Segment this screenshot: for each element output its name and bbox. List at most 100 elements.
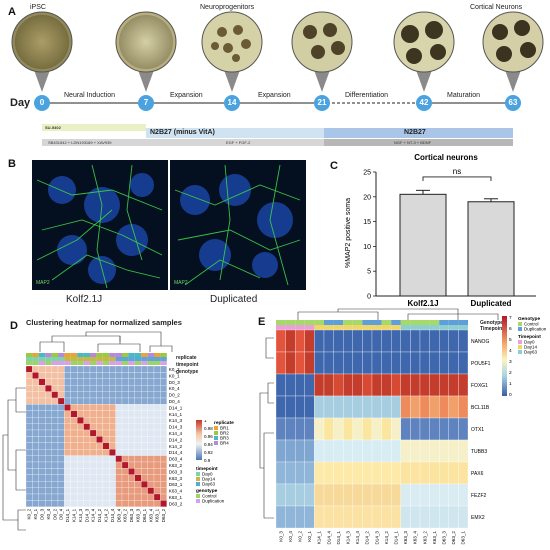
track-genotype (32, 361, 39, 365)
heatmap-d-cell (83, 417, 91, 424)
col-label: D14_2 (97, 508, 102, 522)
heatmap-d-cell (38, 365, 46, 373)
track-replicate (26, 353, 33, 357)
heatmap-e-cell (429, 417, 440, 441)
heatmap-d-cell (38, 442, 46, 450)
y-tick-label: 20 (363, 194, 371, 201)
col-label: K0_4 (46, 508, 51, 519)
heatmap-d-cell (153, 372, 161, 379)
heatmap-d-cell (153, 365, 161, 373)
heatmap-e-cell (343, 351, 353, 375)
heatmap-e-cell (275, 505, 286, 529)
heatmap-d-cell (83, 372, 91, 379)
heatmap-d-cell (51, 410, 59, 418)
row-label: K63_4 (169, 489, 183, 494)
heatmap-d-cell (57, 385, 65, 392)
heatmap-d-cell (147, 391, 155, 399)
timepoint-dot-21 (314, 95, 330, 111)
heatmap-e-cell (458, 439, 469, 463)
heatmap-d-cell (83, 455, 91, 463)
heatmap-d-cell (102, 423, 110, 431)
heatmap-e-cell (275, 329, 286, 353)
heatmap-d-cell (57, 391, 65, 399)
heatmap-d-cell (25, 429, 33, 437)
track-replicate (83, 353, 90, 357)
heatmap-d-cell (32, 391, 39, 399)
heatmap-d-cell (128, 493, 135, 501)
heatmap-d-cell (51, 474, 59, 482)
heatmap-d-cell (57, 423, 65, 431)
legend-swatch (196, 477, 200, 481)
heatmap-d-cell (25, 487, 33, 495)
track-genotype-e (391, 320, 401, 325)
col-label: D0_3 (40, 508, 45, 519)
heatmap-e-cell (323, 505, 334, 529)
track-genotype-e (439, 320, 449, 325)
heatmap-d-cell (121, 487, 129, 495)
heatmap-e-cell (391, 461, 401, 485)
heatmap-d-cell (134, 404, 142, 411)
legend-title: timepoint (196, 466, 218, 472)
heatmap-d-cell (134, 455, 142, 463)
track-timepoint (102, 357, 110, 361)
row-label: K14_3 (169, 418, 183, 423)
heatmap-d-cell (141, 429, 148, 437)
heatmap-e-cell (314, 329, 325, 353)
map2-stain-label-2: MAP2 (174, 280, 188, 286)
heatmap-d-cell (38, 449, 46, 456)
heatmap-e-cell (285, 483, 296, 507)
heatmap-e-cell (295, 483, 305, 507)
heatmap-e-cell (352, 395, 363, 419)
phase-neural-induction: Neural Induction (64, 92, 115, 99)
heatmap-d-cell (147, 385, 155, 392)
heatmap-d-cell (64, 378, 71, 386)
legend-title: genotype (196, 488, 218, 494)
track-timepoint (134, 357, 142, 361)
heatmap-e-cell (391, 395, 401, 419)
legend-swatch (214, 436, 218, 440)
heatmap-e-cell (400, 417, 411, 441)
track-genotype (109, 361, 116, 365)
heatmap-e-cell (304, 329, 315, 353)
heatmap-e-cell (371, 461, 382, 485)
heatmap-e-cell (391, 439, 401, 463)
heatmap-e-cell (314, 417, 325, 441)
heatmap-e-cell (458, 351, 469, 375)
heatmap-d-cell (102, 417, 110, 424)
heatmap-d-cell (102, 493, 110, 501)
heatmap-d-cell (96, 500, 103, 507)
timepoint-dot-63 (505, 95, 521, 111)
track-genotype (64, 361, 71, 365)
heatmap-d-cell (57, 417, 65, 424)
heatmap-d-cell (89, 397, 97, 405)
col-label: K14_2 (104, 508, 109, 522)
day-21: 21 (317, 98, 327, 107)
heatmap-d-cell (115, 436, 123, 443)
heatmap-d-cell (70, 455, 78, 463)
heatmap-e-cell (275, 417, 286, 441)
heatmap-e-cell (391, 329, 401, 353)
heatmap-d-cell (64, 385, 71, 392)
heatmap-d-cell (147, 404, 155, 411)
dendrogram-top (39, 331, 173, 352)
row-label: D0_4 (169, 399, 180, 404)
heatmap-d-cell (32, 378, 39, 386)
heatmap-e-cell (400, 373, 411, 397)
heatmap-e-cell (458, 373, 469, 397)
heatmap-e-cell (419, 351, 430, 375)
heatmap-d-cell (141, 378, 148, 386)
heatmap-d-cell (38, 397, 46, 405)
heatmap-d-cell (51, 397, 59, 405)
track-replicate (58, 353, 65, 357)
legend-item: Control (202, 494, 217, 499)
heatmap-d-cell (121, 436, 129, 443)
heatmap-d-cell (141, 372, 148, 379)
sample-label-e: K0_1 (307, 531, 312, 542)
heatmap-d-cell (121, 372, 129, 379)
heatmap-d-cell (51, 429, 59, 437)
heatmap-d-cell (141, 385, 148, 392)
heatmap-d-cell (89, 391, 97, 399)
n2b27-label: N2B27 (404, 129, 426, 136)
heatmap-d-cell (128, 429, 135, 437)
